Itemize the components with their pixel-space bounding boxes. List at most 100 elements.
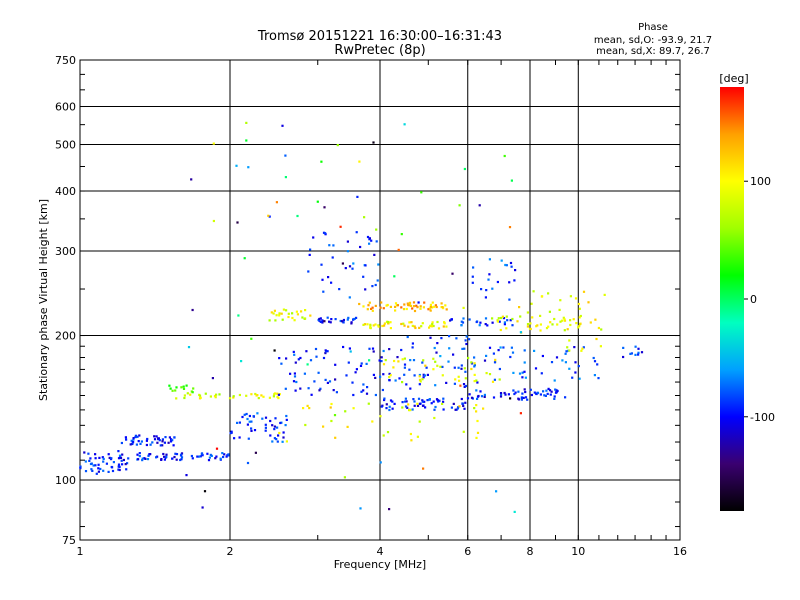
data-point [307,270,310,273]
data-point [422,306,425,309]
data-point [406,335,409,339]
data-point [433,408,436,411]
data-point [473,373,476,376]
data-point [282,308,285,311]
data-point [382,373,385,376]
data-point [526,323,530,326]
data-point [329,321,332,324]
data-point [578,377,581,380]
data-point [326,381,329,384]
data-point [491,317,494,320]
data-point [95,472,98,475]
data-point [483,395,486,398]
data-point [240,360,243,363]
data-point [410,321,413,324]
data-point [257,397,260,400]
data-point [281,318,284,321]
data-point [292,350,295,353]
x-axis-label: Frequency [MHz] [334,558,426,571]
data-point [338,288,341,291]
data-point [368,301,371,304]
axis-ticks: 1 2 4 6 8 10 16 75 100 200 300 400 500 600 750 [55,54,687,558]
data-point [410,439,413,442]
data-point [136,435,139,438]
data-point [530,393,533,397]
data-point [432,368,435,371]
data-point [323,206,326,209]
data-point [409,387,412,390]
data-point [553,395,556,398]
data-point [372,324,375,327]
data-point [153,435,156,438]
data-point [274,319,277,322]
data-point [546,392,549,395]
data-point [346,425,349,428]
data-point [478,204,481,207]
data-point [308,253,311,256]
data-point [577,365,580,368]
data-point [511,324,514,327]
data-point [388,348,391,351]
data-point [254,392,257,396]
data-point [153,438,157,441]
data-point [329,406,332,409]
data-point [499,346,502,349]
data-point [437,327,441,330]
data-point [371,309,374,312]
data-point [183,396,186,400]
data-point [131,442,134,445]
data-point [180,386,183,389]
data-point [372,373,375,376]
data-point [215,455,218,458]
data-point [112,461,115,464]
data-point [461,347,464,350]
data-point [441,402,444,405]
data-point [137,440,140,443]
data-point [264,426,267,429]
data-point [577,326,580,329]
data-point [380,301,383,304]
data-point [135,443,138,446]
data-point [416,404,420,407]
data-point [326,350,329,353]
data-point [416,435,419,438]
data-point [558,308,561,311]
data-point [362,389,365,392]
data-point [161,444,164,447]
data-point [464,339,467,342]
data-point [428,398,431,401]
data-point [372,141,375,144]
data-point [293,372,296,375]
data-point [566,328,569,331]
data-point [379,415,382,418]
data-point [413,404,416,407]
data-point [523,349,526,352]
data-point [544,394,547,397]
data-point [492,396,496,399]
data-point [291,312,294,315]
data-point [453,382,456,385]
data-point [198,394,202,397]
data-point [182,385,185,388]
data-point [426,373,429,376]
data-point [461,321,465,324]
data-point [330,419,333,423]
data-point [394,302,398,305]
data-point [517,397,520,400]
data-point [488,346,492,349]
data-point [212,219,215,223]
data-point [322,425,325,428]
data-point [319,387,322,390]
data-point [180,456,184,459]
data-point [568,339,571,342]
data-point [196,455,199,458]
data-point [436,320,439,324]
data-point [248,420,251,423]
data-point [127,457,130,460]
data-point [435,351,438,354]
data-point [373,253,376,256]
data-point [473,407,476,410]
data-point [168,384,171,387]
colorbar-tick-label: -100 [750,411,775,424]
data-point [468,393,471,396]
